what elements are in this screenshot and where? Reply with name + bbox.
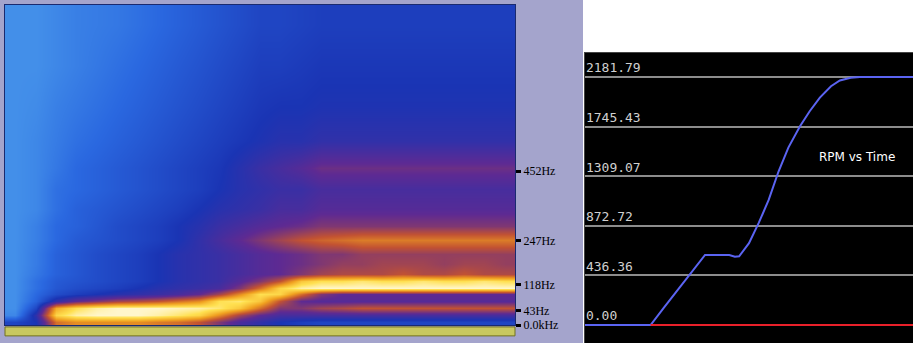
- svg-text:RPM vs Time: RPM vs Time: [819, 150, 895, 164]
- svg-text:0.00: 0.00: [586, 308, 617, 323]
- svg-text:118Hz: 118Hz: [523, 278, 555, 292]
- svg-text:1309.07: 1309.07: [586, 160, 641, 175]
- svg-text:2181.79: 2181.79: [586, 60, 641, 75]
- svg-text:247Hz: 247Hz: [523, 234, 555, 248]
- svg-text:0.0kHz: 0.0kHz: [523, 318, 558, 332]
- svg-text:43Hz: 43Hz: [523, 304, 549, 318]
- svg-text:872.72: 872.72: [586, 209, 633, 224]
- svg-text:1745.43: 1745.43: [586, 110, 641, 125]
- svg-text:436.36: 436.36: [586, 259, 633, 274]
- svg-text:452Hz: 452Hz: [523, 164, 555, 178]
